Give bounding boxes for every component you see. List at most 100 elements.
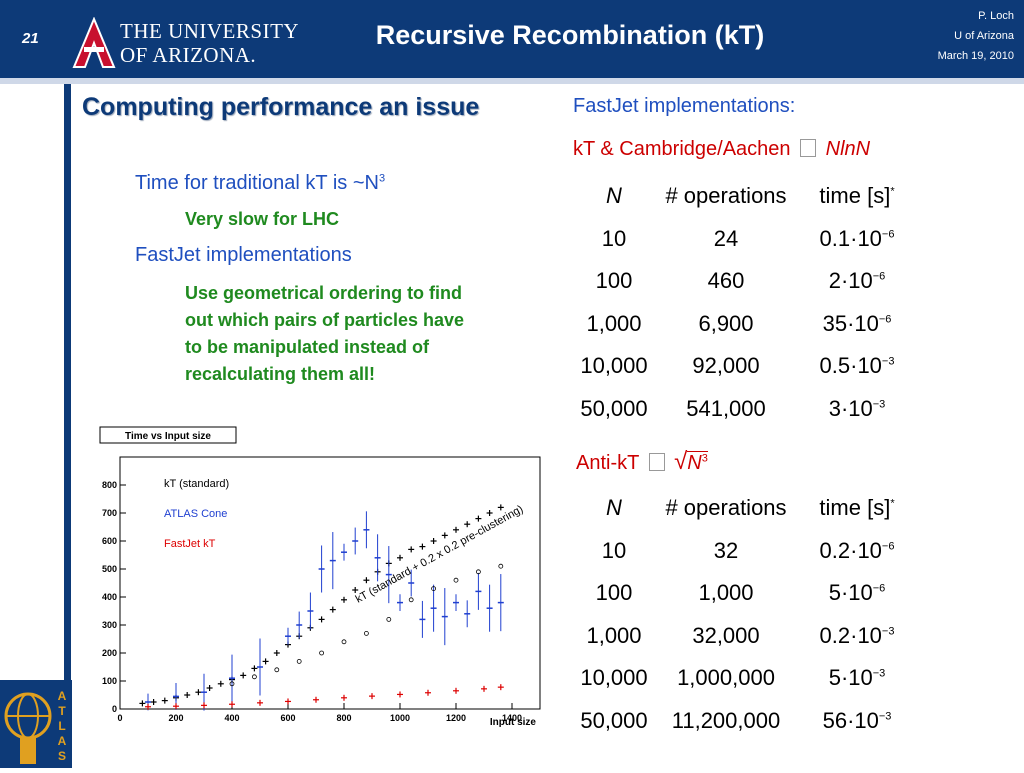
x-tick-label: 400 <box>224 713 239 723</box>
logo-text-line1: THE UNIVERSITY <box>120 19 300 43</box>
sub-bullet-slow: Very slow for LHC <box>185 209 340 229</box>
antikt-scaling: N <box>687 452 702 474</box>
y-tick-label: 200 <box>102 648 117 658</box>
fastjet-heading: FastJet implementations: <box>573 95 796 117</box>
y-tick-label: 400 <box>102 592 117 602</box>
proportional-icon <box>648 453 665 471</box>
data-point <box>453 577 459 583</box>
table-row: 50,000 11,200,000 56·10−3 <box>572 700 918 743</box>
col-time: time [s] <box>819 183 891 209</box>
x-tick-label: 1200 <box>446 713 466 723</box>
cell-time: 0.5·10−3 <box>819 353 895 379</box>
y-tick-label: 500 <box>102 564 117 574</box>
atlas-logo: A T L A S <box>0 680 72 768</box>
chart-title: Time vs Input size <box>125 431 211 442</box>
svg-text:T: T <box>58 704 66 718</box>
series-2 <box>145 684 504 710</box>
x-tick-label: 0 <box>117 713 122 723</box>
antikt-table: N # operations time [s]* 10 32 0.2·10−6 … <box>572 487 918 742</box>
col-time: time [s] <box>819 495 891 521</box>
logo-text-line2: OF ARIZONA. <box>120 43 257 67</box>
col-operations: # operations <box>665 183 787 209</box>
series-1 <box>145 511 504 711</box>
left-margin <box>0 84 70 768</box>
data-point <box>319 650 325 656</box>
data-point <box>251 674 257 680</box>
y-tick-label: 800 <box>102 480 117 490</box>
slide-header <box>0 0 1024 78</box>
chart-annotation: kT (standard + 0.2 x 0.2 pre-clustering) <box>354 503 526 605</box>
table-row: 100 1,000 5·10−6 <box>572 572 918 615</box>
svg-text:A: A <box>58 689 67 703</box>
slide-number: 21 <box>22 30 39 47</box>
data-point <box>475 569 481 575</box>
cell-n: 10,000 <box>580 353 648 379</box>
legend-kt-standard: kT (standard) <box>164 478 229 490</box>
cell-ops: 6,900 <box>698 310 754 336</box>
sqrt-icon: √ <box>674 448 688 475</box>
antikt-label: Anti-kT <box>576 452 639 474</box>
data-point <box>341 639 347 645</box>
data-point <box>431 586 437 592</box>
kt-table-header: N # operations time [s]* <box>572 175 918 218</box>
data-point <box>386 616 392 622</box>
cell-time: 0.1·10−6 <box>819 225 895 251</box>
cell-n: 50,000 <box>580 395 648 421</box>
cell-time: 0.2·10−6 <box>819 537 895 563</box>
col-n: N <box>606 495 622 521</box>
cell-time: 3·10−3 <box>828 395 886 421</box>
x-tick-label: 800 <box>336 713 351 723</box>
slide-meta: P. Loch U of Arizona March 19, 2010 <box>938 6 1014 66</box>
sub-bullet-geometric: Use geometrical ordering to find out whi… <box>185 283 465 384</box>
data-point <box>408 597 414 603</box>
table-row: 10,000 92,000 0.5·10−3 <box>572 345 918 388</box>
section-heading: Computing performance an issue <box>82 93 480 121</box>
cell-time: 5·10−6 <box>828 580 886 606</box>
kt-table: N # operations time [s]* 10 24 0.1·10−6 … <box>572 175 918 430</box>
table-row: 10 32 0.2·10−6 <box>572 530 918 573</box>
data-point <box>229 681 235 687</box>
y-tick-label: 0 <box>112 704 117 714</box>
y-tick-label: 700 <box>102 508 117 518</box>
table-row: 10,000 1,000,000 5·10−3 <box>572 657 918 700</box>
cell-time: 0.2·10−3 <box>819 622 895 648</box>
cell-ops: 11,200,000 <box>671 707 781 733</box>
date: March 19, 2010 <box>937 50 1014 62</box>
atlas-globe-icon: A T L A S <box>4 689 67 764</box>
cell-n: 1,000 <box>586 310 642 336</box>
bullet-traditional-kt-text: Time for traditional kT is ~N <box>135 172 379 194</box>
cell-n: 50,000 <box>580 707 648 733</box>
table-row: 100 460 2·10−6 <box>572 260 918 303</box>
data-point <box>274 667 280 673</box>
time-vs-input-chart: Time vs Input size 0 200 400 600 800 1000 1200… <box>99 426 541 728</box>
affiliation: U of Arizona <box>954 30 1014 42</box>
cell-n: 1,000 <box>586 622 642 648</box>
antikt-table-header: N # operations time [s]* <box>572 487 918 530</box>
cell-ops: 24 <box>713 225 739 251</box>
cell-ops: 1,000,000 <box>677 665 775 691</box>
cell-time: 35·10−6 <box>822 310 892 336</box>
cell-ops: 460 <box>707 268 745 294</box>
svg-text:L: L <box>58 719 65 733</box>
cell-ops: 1,000 <box>698 580 754 606</box>
col-n: N <box>606 183 622 209</box>
cell-ops: 92,000 <box>692 353 760 379</box>
cell-time: 5·10−3 <box>828 665 886 691</box>
bullet-traditional-kt-sup: 3 <box>378 172 386 185</box>
cell-ops: 541,000 <box>686 395 766 421</box>
cell-time: 2·10−6 <box>828 268 886 294</box>
series-0 <box>139 504 504 707</box>
table-row: 10 24 0.1·10−6 <box>572 218 918 261</box>
col-operations: # operations <box>665 495 787 521</box>
series-3 <box>229 563 504 687</box>
kt-scaling-label: kT & Cambridge/Aachen NlnN <box>573 138 870 161</box>
cell-n: 10 <box>601 537 627 563</box>
legend-fastjet-kt: FastJet kT <box>164 538 216 550</box>
antikt-sup: 3 <box>701 452 708 465</box>
kt-label: kT & Cambridge/Aachen <box>573 138 791 160</box>
svg-text:A: A <box>58 734 67 748</box>
cell-ops: 32,000 <box>692 622 760 648</box>
bullet-fastjet: FastJet implementations <box>135 244 352 266</box>
cell-ops: 32 <box>713 537 739 563</box>
x-tick-label: 600 <box>280 713 295 723</box>
